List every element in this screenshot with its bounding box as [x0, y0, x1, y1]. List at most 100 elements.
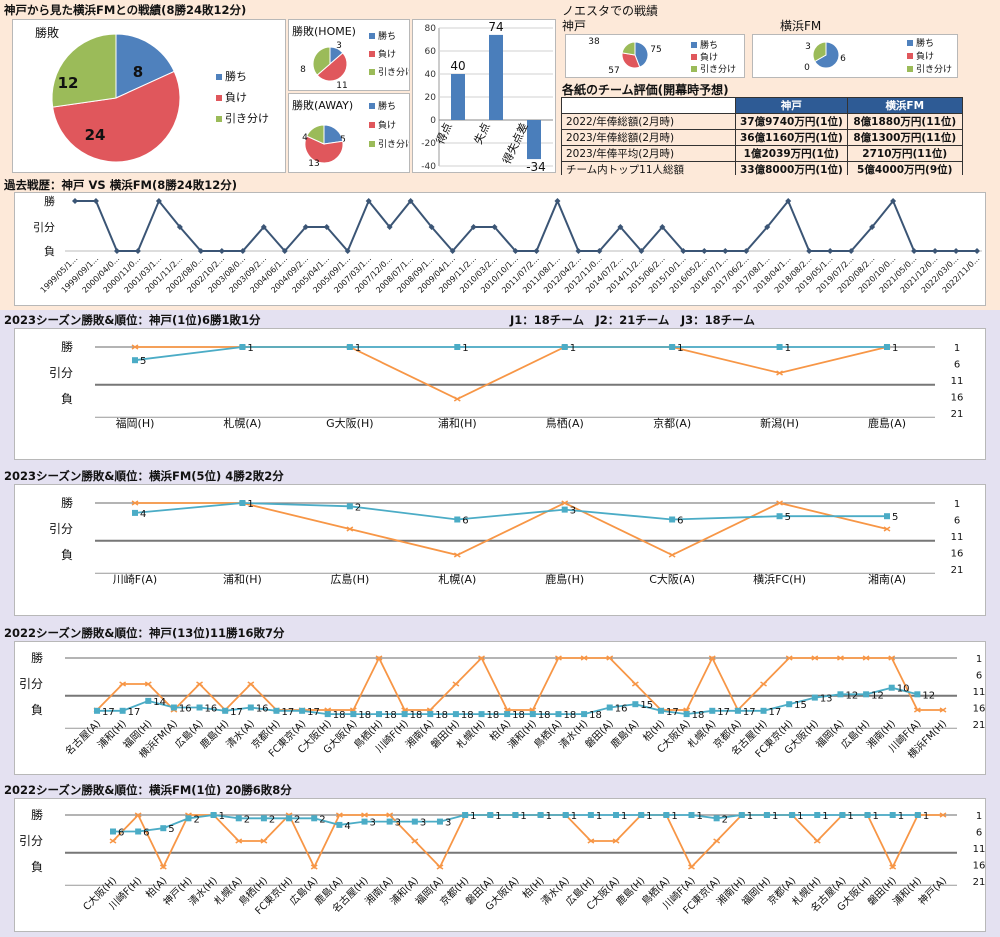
main-pie-title: 勝敗 — [35, 26, 60, 40]
y-tick-label: 引分 — [19, 834, 43, 848]
rank-marker — [889, 812, 896, 818]
y-tick-label: 引分 — [49, 522, 73, 536]
rank-marker — [760, 707, 767, 714]
away-pie-title: 勝敗(AWAY) — [292, 99, 354, 112]
x-tick-label: 福岡(H) — [116, 416, 155, 430]
series-marker — [722, 248, 729, 254]
pie-data-label: 3 — [336, 41, 342, 51]
rank-data-label: 1 — [785, 343, 791, 354]
noesta-title: ノエスタでの戦績 — [562, 4, 659, 18]
result-marker — [235, 838, 243, 844]
rank-data-label: 1 — [470, 811, 476, 822]
result-marker — [587, 838, 595, 844]
x-tick-label: 得点 — [434, 121, 455, 146]
rank-marker — [561, 506, 568, 513]
x-tick-label: 札幌(A) — [223, 416, 261, 430]
pie-slice — [621, 52, 641, 69]
series-marker — [869, 224, 876, 230]
rank-marker — [462, 812, 469, 818]
rank-marker — [170, 704, 177, 711]
eval-cell: 1億2039万円(1位) — [735, 145, 848, 162]
series-marker — [533, 248, 540, 254]
rank-data-label: 18 — [461, 710, 474, 721]
y2-tick-label: 6 — [976, 671, 982, 682]
x-tick-label: 鹿島(H) — [197, 717, 231, 751]
rank-marker — [478, 711, 485, 718]
result-marker — [310, 864, 318, 870]
result-marker — [134, 812, 142, 818]
pie-data-label: 4 — [302, 133, 308, 143]
bar — [451, 74, 465, 120]
legend-label: 引き分け — [378, 67, 409, 78]
rank-data-label: 2 — [294, 814, 300, 825]
result-marker — [478, 655, 485, 661]
series-marker — [743, 248, 750, 254]
rank-marker — [376, 711, 382, 718]
rank-data-label: 6 — [462, 516, 468, 527]
legend-swatch — [369, 141, 375, 147]
rank-marker — [454, 344, 461, 350]
rank-data-label: 14 — [153, 697, 166, 708]
y2-tick-label: 1 — [976, 811, 982, 822]
rank-data-label: 1 — [847, 811, 853, 822]
y-tick-label: 0 — [430, 116, 436, 126]
legend-label: 勝ち — [225, 69, 247, 83]
series-marker — [449, 248, 456, 254]
rank-data-label: 1 — [892, 343, 898, 354]
x-tick-label: 鹿島(H) — [545, 572, 584, 586]
legend-swatch — [216, 116, 222, 122]
result-marker — [785, 655, 793, 661]
y2-tick-label: 1 — [954, 343, 960, 354]
series-marker — [323, 224, 330, 230]
legend-label: 引き分け — [225, 111, 269, 125]
rank-marker — [247, 704, 254, 711]
result-marker — [196, 681, 203, 687]
result-marker — [668, 552, 676, 558]
series-marker — [302, 224, 309, 230]
rank-marker — [311, 815, 318, 822]
noesta-kobe-label: 神戸 — [562, 19, 587, 33]
result-marker — [335, 812, 343, 818]
rank-marker — [135, 828, 142, 835]
pie-data-label: 75 — [650, 45, 661, 55]
result-line — [135, 346, 888, 400]
series-marker — [554, 198, 561, 204]
rank-marker — [884, 344, 890, 350]
result-marker — [375, 655, 383, 661]
y2-tick-label: 21 — [973, 877, 985, 888]
rank-data-label: 13 — [820, 694, 833, 705]
rank-marker — [888, 684, 895, 691]
x-tick-label: 浦和(H) — [438, 417, 477, 430]
result-marker — [776, 500, 783, 506]
legend-swatch — [907, 40, 913, 46]
pie-data-label: 6 — [840, 54, 846, 64]
rank-data-label: 2 — [319, 814, 325, 825]
rank-data-label: 1 — [677, 343, 683, 354]
rank-data-label: 1 — [495, 811, 501, 822]
legend-swatch — [691, 42, 697, 48]
legend-label: 勝ち — [378, 100, 396, 112]
series-marker — [701, 248, 708, 254]
rank-data-label: 18 — [435, 710, 448, 721]
legend-swatch — [369, 122, 375, 128]
rank-marker — [776, 513, 783, 520]
result-marker — [606, 655, 614, 661]
result-marker — [260, 838, 268, 844]
rank-data-label: 18 — [333, 710, 346, 721]
pie-data-label: 11 — [336, 81, 347, 90]
pie-data-label: 3 — [805, 42, 811, 52]
result-marker — [883, 526, 891, 532]
y2-tick-label: 16 — [973, 704, 985, 715]
series-marker — [428, 224, 435, 230]
y2-tick-label: 11 — [951, 376, 964, 387]
x-tick-label: C大阪(A) — [649, 572, 695, 586]
rank-marker — [562, 812, 569, 818]
rank-marker — [273, 707, 280, 714]
rank-data-label: 17 — [307, 707, 320, 718]
series-marker — [848, 248, 855, 254]
result-marker — [939, 707, 947, 713]
